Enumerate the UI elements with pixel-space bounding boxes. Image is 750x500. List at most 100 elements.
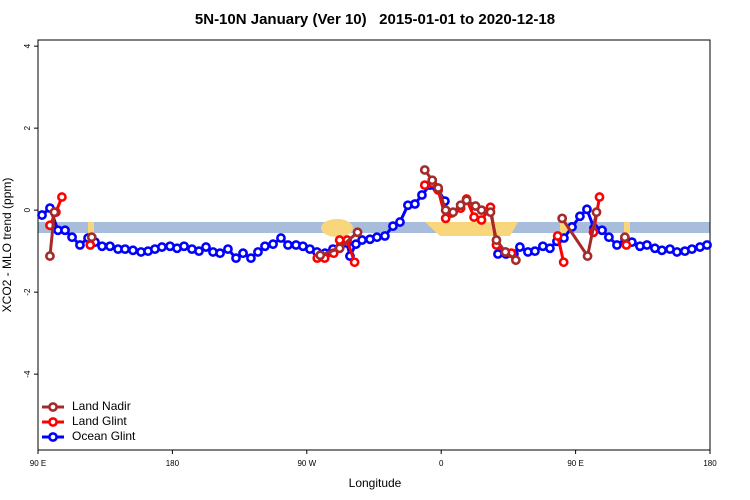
point	[194, 246, 204, 257]
point	[419, 165, 430, 175]
plot-frame	[37, 39, 711, 451]
point	[315, 250, 326, 261]
point	[491, 235, 502, 245]
point	[380, 231, 390, 241]
legend-label: Land Glint	[72, 414, 127, 428]
point	[334, 235, 345, 245]
point	[582, 251, 593, 261]
point	[388, 221, 398, 232]
point	[672, 247, 682, 257]
point	[372, 232, 382, 243]
legend-label: Ocean Glint	[72, 429, 136, 443]
point	[349, 257, 360, 268]
point	[105, 241, 115, 252]
point	[448, 207, 459, 218]
point	[215, 248, 225, 259]
point	[283, 240, 293, 250]
chart-title: 5N-10N January (Ver 10) 2015-01-01 to 20…	[195, 11, 555, 28]
land-mask	[624, 222, 630, 233]
point	[37, 210, 47, 220]
point	[179, 241, 189, 252]
point	[612, 240, 622, 250]
point	[557, 213, 568, 224]
ocean-band	[38, 222, 710, 233]
point	[433, 183, 444, 193]
point	[687, 244, 697, 254]
point	[85, 240, 96, 250]
point	[45, 251, 55, 261]
point	[552, 231, 563, 241]
point	[642, 240, 652, 250]
y-tick-label: 4	[23, 43, 32, 48]
marks	[37, 165, 712, 268]
point	[514, 242, 525, 252]
point	[75, 240, 85, 250]
point	[157, 242, 167, 252]
point	[657, 245, 667, 256]
point	[410, 199, 420, 209]
point	[500, 247, 511, 257]
y-tick-label: -4	[23, 370, 32, 378]
point	[604, 232, 614, 243]
point	[469, 212, 479, 223]
land-mask	[425, 222, 518, 236]
point	[253, 247, 263, 257]
land-mask	[321, 219, 353, 237]
point	[558, 257, 569, 268]
point	[419, 180, 430, 191]
point	[476, 205, 487, 216]
point	[352, 227, 363, 238]
legend-marker	[48, 402, 58, 412]
point	[530, 246, 540, 257]
y-tick-label: -2	[23, 288, 32, 296]
x-tick-label: 90 E	[567, 459, 583, 468]
point	[545, 243, 555, 254]
point	[476, 215, 487, 225]
legend-marker	[48, 432, 58, 442]
point	[417, 190, 427, 200]
point	[334, 243, 345, 254]
x-tick-label: 0	[439, 459, 444, 468]
point	[485, 207, 496, 218]
point	[268, 239, 278, 250]
y-tick-label: 0	[23, 207, 32, 212]
land-mask	[560, 222, 568, 233]
point	[223, 244, 233, 254]
point	[128, 245, 138, 256]
legend-marker	[48, 417, 58, 427]
point	[702, 240, 712, 250]
point	[238, 248, 248, 259]
x-tick-label: 90 W	[297, 459, 316, 468]
point	[461, 195, 472, 206]
point	[455, 200, 466, 211]
point	[594, 192, 605, 202]
land-mask	[88, 222, 94, 233]
point	[49, 207, 60, 218]
point	[510, 255, 521, 266]
point	[67, 232, 77, 243]
point	[45, 220, 55, 231]
point	[493, 249, 503, 259]
x-tick-label: 180	[166, 459, 180, 468]
point	[591, 207, 602, 218]
point	[97, 241, 107, 252]
point	[597, 225, 607, 236]
point	[201, 242, 211, 252]
point	[619, 232, 630, 243]
point	[440, 205, 451, 216]
point	[395, 217, 405, 227]
point	[86, 232, 97, 243]
point	[357, 235, 367, 245]
point	[60, 225, 70, 236]
point	[276, 233, 286, 243]
point	[582, 204, 592, 215]
point	[56, 192, 67, 202]
y-tick-label: 2	[23, 125, 32, 130]
x-axis-label: Longitude	[349, 476, 402, 490]
point	[120, 244, 130, 254]
legend-label: Land Nadir	[72, 399, 131, 413]
point	[621, 240, 632, 250]
point	[427, 175, 438, 186]
